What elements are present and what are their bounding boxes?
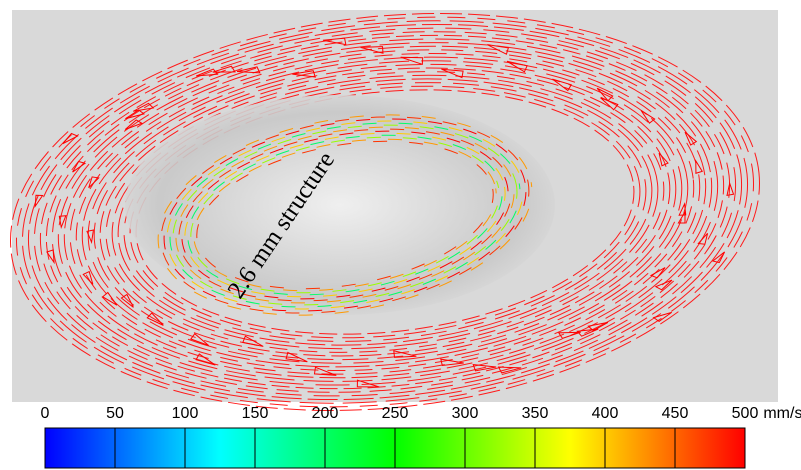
- tick-label: 350: [522, 405, 549, 422]
- tick-label: 50: [106, 405, 124, 422]
- tick-label: 200: [312, 405, 339, 422]
- tick-label: 300: [452, 405, 479, 422]
- tick-label: 0: [41, 405, 50, 422]
- tick-label: 250: [382, 405, 409, 422]
- tick-label: 500: [732, 405, 759, 422]
- tick-label: 150: [242, 405, 269, 422]
- tick-label: 400: [592, 405, 619, 422]
- bowl: [125, 95, 555, 315]
- visualization: 2.6 mm structure 05010015020025030035040…: [0, 0, 801, 470]
- unit-label: mm/s: [763, 405, 801, 422]
- tick-label: 450: [662, 405, 689, 422]
- tick-label: 100: [172, 405, 199, 422]
